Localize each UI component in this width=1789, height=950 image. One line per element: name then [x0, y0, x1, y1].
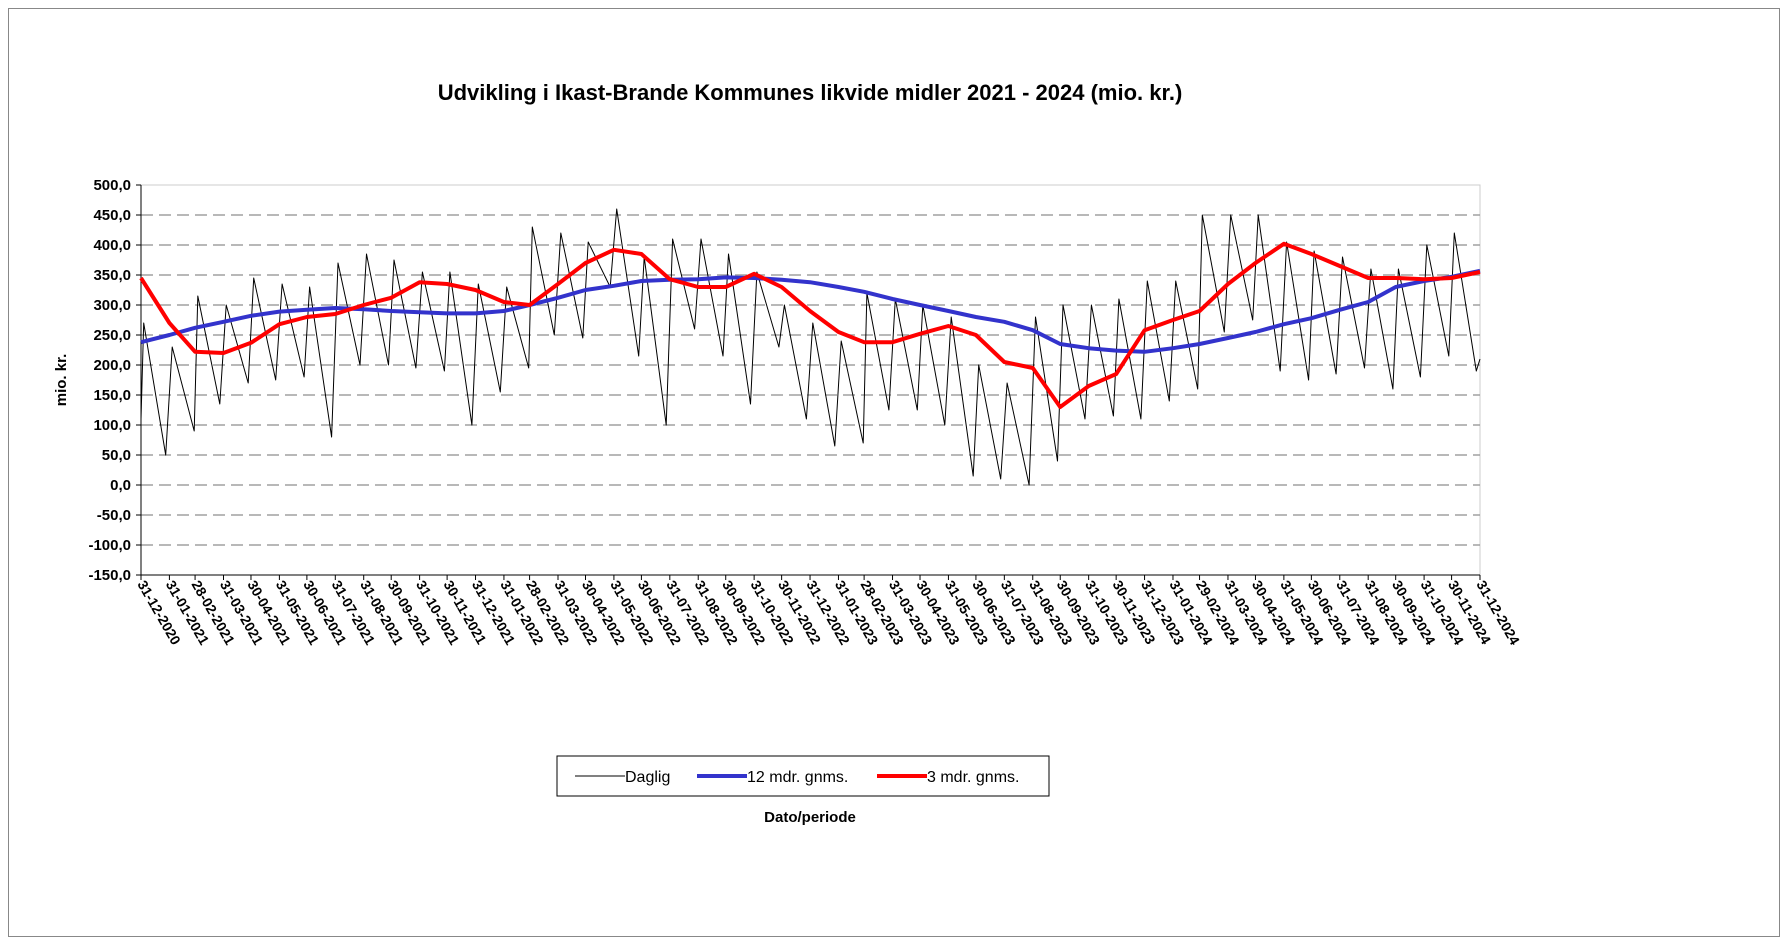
line-series	[139, 241, 1481, 409]
y-tick-label: 300,0	[93, 297, 131, 314]
y-tick-label: -150,0	[88, 567, 131, 584]
legend-label: 12 mdr. gnms.	[747, 769, 848, 786]
y-tick-label: -50,0	[97, 507, 131, 524]
y-tick-label: 500,0	[93, 177, 131, 194]
y-axis-title: mio. kr.	[53, 354, 70, 407]
y-tick-label: 250,0	[93, 327, 131, 344]
line-series	[140, 268, 1481, 354]
legend-label: 3 mdr. gnms.	[927, 769, 1019, 786]
y-tick-label: 400,0	[93, 237, 131, 254]
y-tick-label: 50,0	[102, 447, 131, 464]
y-tick-label: 200,0	[93, 357, 131, 374]
legend-box	[556, 755, 1050, 797]
chart-title: Udvikling i Ikast-Brande Kommunes likvid…	[438, 80, 1183, 105]
y-tick-label: 150,0	[93, 387, 131, 404]
legend-label: Daglig	[625, 769, 670, 786]
y-tick-label: 350,0	[93, 267, 131, 284]
y-tick-label: 100,0	[93, 417, 131, 434]
y-tick-label: 0,0	[110, 477, 131, 494]
line-series	[140, 208, 1481, 486]
y-tick-label: -100,0	[88, 537, 131, 554]
y-tick-label: 450,0	[93, 207, 131, 224]
plot-area	[140, 184, 1481, 576]
x-axis-title: Dato/periode	[764, 809, 856, 826]
